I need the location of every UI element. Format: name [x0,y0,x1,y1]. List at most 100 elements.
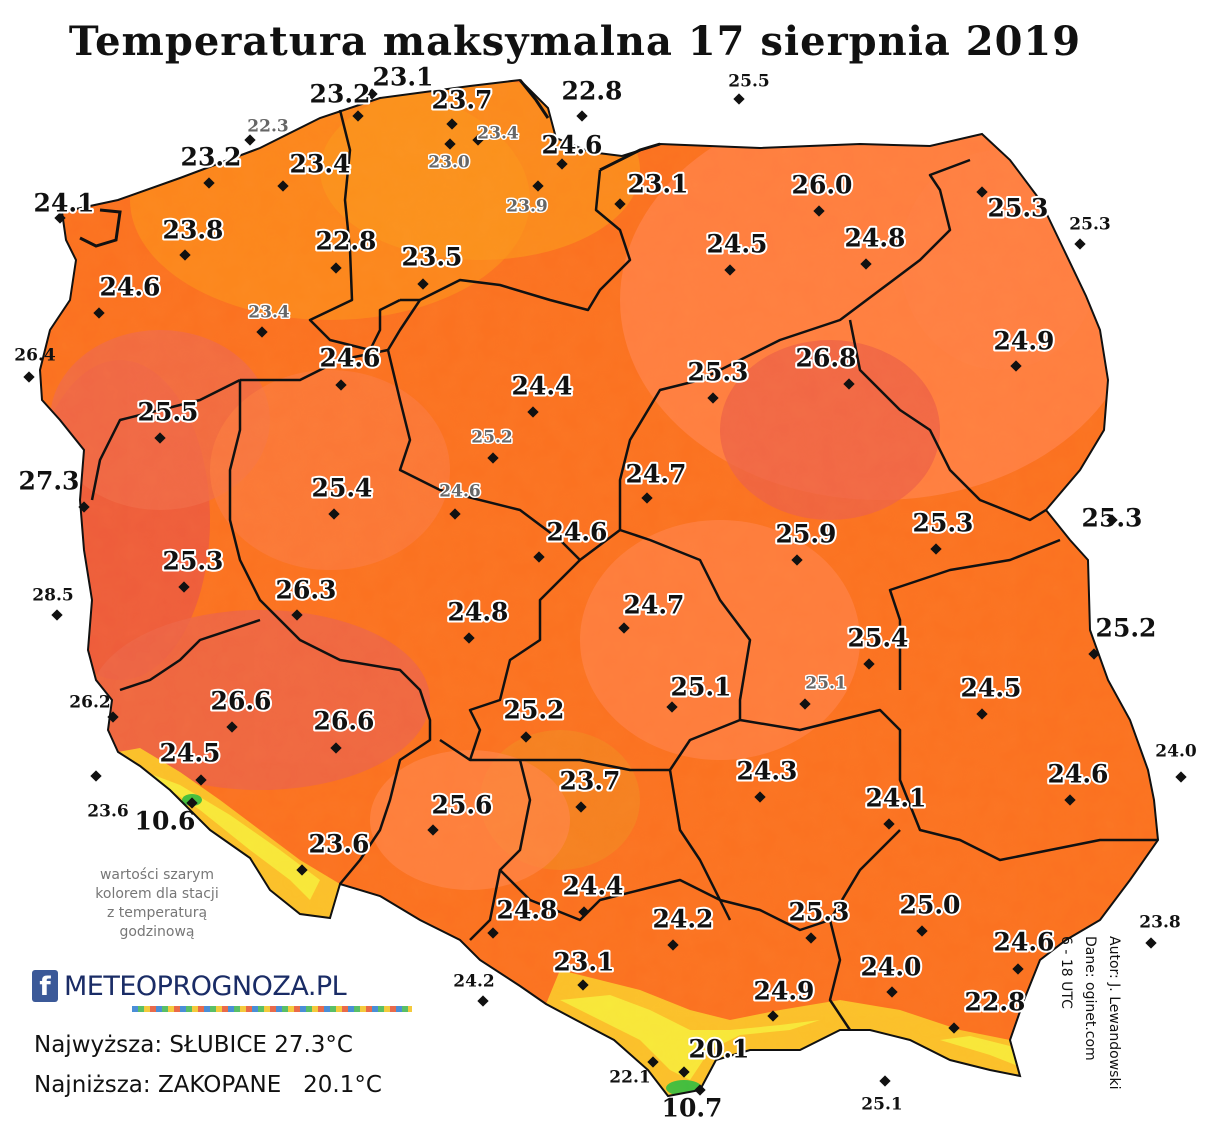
station-marker [976,708,988,720]
station-marker [296,864,308,876]
station-temperature: 24.1 [34,189,95,218]
station-marker [520,731,532,743]
station-marker [1145,937,1157,949]
station-temperature: 24.0 [861,953,922,982]
credits-source: Dane: oginet.com [1082,936,1098,1061]
station-marker [618,622,630,634]
map-title: Temperatura maksymalna 17 sierpnia 2019 [68,18,1082,65]
station-temperature: 25.5 [138,398,199,427]
station-marker [54,212,66,224]
station-temperature: 25.3 [789,898,850,927]
station-marker [886,986,898,998]
station-temperature: 23.6 [309,830,370,859]
station-temperature: 25.2 [1096,614,1157,643]
station-marker [577,979,589,991]
station-temperature: 26.6 [211,687,272,716]
station-marker [724,264,736,276]
station-marker [1012,963,1024,975]
station-temperature: 25.3 [988,194,1049,223]
station-temperature: 23.6 [87,802,128,822]
station-marker [328,508,340,520]
station-temperature: 24.6 [100,273,161,302]
station-temperature: 24.6 [439,482,480,502]
station-temperature: 24.6 [542,131,603,160]
station-marker [694,1084,706,1096]
meteoprognoza-logo[interactable]: f METEOPROGNOZA.PL [32,966,412,1012]
station-marker [335,379,347,391]
station-temperature: 25.1 [861,1095,902,1115]
station-marker [556,158,568,170]
station-temperature: 24.9 [994,327,1055,356]
station-temperature: 22.1 [609,1068,650,1088]
station-temperature: 23.9 [506,197,547,217]
station-marker [472,134,484,146]
station-temperature: 26.3 [276,576,337,605]
station-temperature: 25.3 [688,358,749,387]
station-temperature: 25.1 [805,674,846,694]
station-temperature: 25.4 [312,474,373,503]
station-marker [444,138,456,150]
station-marker [487,927,499,939]
station-marker [1175,771,1187,783]
station-temperature: 25.6 [432,791,493,820]
station-temperature: 24.5 [961,674,1022,703]
station-temperature: 26.0 [792,171,853,200]
station-marker [1106,514,1118,526]
station-temperature: 23.0 [428,153,470,173]
station-temperature: 24.0 [1155,742,1197,762]
note-line: kolorem dla stacji [95,886,219,902]
station-marker [791,554,803,566]
station-marker [916,925,928,937]
station-temperature: 23.8 [163,216,224,245]
station-temperature: 24.6 [1048,760,1109,789]
station-marker [1074,238,1086,250]
station-marker [767,1010,779,1022]
station-temperature: 27.3 [19,467,80,496]
station-marker [256,326,268,338]
station-marker [641,492,653,504]
station-temperature: 22.8 [316,227,377,256]
station-temperature: 23.1 [554,948,615,977]
station-temperature: 23.4 [290,150,351,179]
station-marker [863,658,875,670]
station-temperature: 25.1 [671,673,732,702]
station-temperature: 24.6 [994,928,1055,957]
station-temperature: 26.2 [69,693,110,713]
station-temperature: 24.5 [707,230,768,259]
station-marker [527,406,539,418]
station-marker [754,791,766,803]
station-marker [576,110,588,122]
station-temperature: 23.4 [248,303,290,323]
facebook-icon[interactable]: f [32,970,58,1002]
station-marker [244,134,256,146]
station-marker [614,198,626,210]
station-marker [463,632,475,644]
station-marker [879,1075,891,1087]
highest-temperature: Najwyższa: SŁUBICE 27.3°C [34,1032,353,1058]
station-temperature: 25.3 [163,547,224,576]
station-marker [533,551,545,563]
note-line: godzinową [119,924,195,940]
station-temperature: 24.6 [320,344,381,373]
station-temperature: 10.7 [662,1094,723,1123]
station-temperature: 24.8 [845,224,906,253]
gray-values-note: wartości szarym kolorem dla stacji z tem… [82,866,232,942]
station-marker [976,186,988,198]
station-marker [51,609,63,621]
station-temperature: 24.2 [453,972,494,992]
lowest-temperature: Najniższa: ZAKOPANE 20.1°C [34,1072,382,1098]
station-marker [427,824,439,836]
station-temperature: 23.1 [628,170,689,199]
station-labels: 23.123.2 23.7 22.8 25.522.3 23.423.024.623.2… [14,61,1197,1123]
station-temperature: 24.8 [448,598,509,627]
station-marker [477,995,489,1007]
station-temperature: 24.3 [737,757,798,786]
station-temperature: 25.9 [776,520,837,549]
station-temperature: 23.5 [402,243,463,272]
station-marker [532,180,544,192]
station-temperature: 24.7 [626,460,687,489]
station-marker [1088,648,1100,660]
station-temperature: 25.5 [728,72,769,92]
station-temperature: 24.2 [653,905,714,934]
